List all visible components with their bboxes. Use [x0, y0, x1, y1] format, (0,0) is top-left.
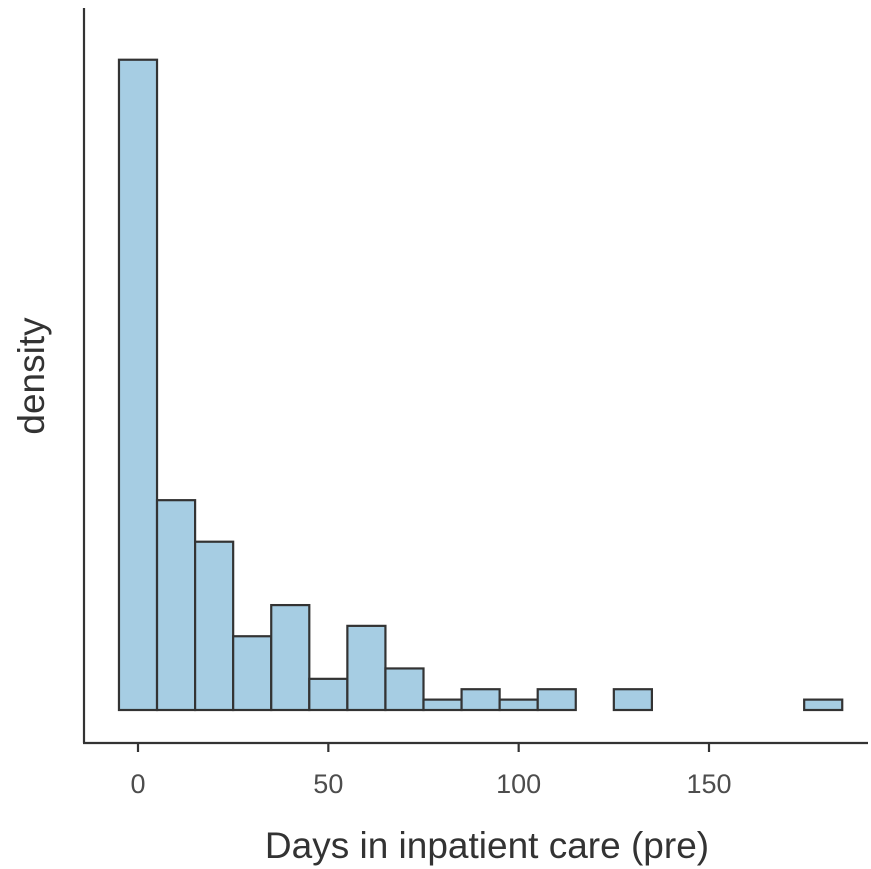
histogram-bar [422, 698, 463, 712]
x-tick-label: 150 [686, 769, 731, 799]
y-axis-title: density [11, 317, 52, 435]
histogram-bar [498, 698, 539, 712]
histogram-bar [308, 677, 349, 712]
histogram-bar [612, 688, 653, 712]
histogram-bar [270, 603, 311, 712]
histogram-bar [803, 698, 844, 712]
histogram-bar [194, 540, 235, 712]
x-tick-label: 100 [496, 769, 541, 799]
x-tick-label: 0 [130, 769, 145, 799]
histogram-bar [384, 667, 425, 712]
histogram-bar [232, 635, 273, 712]
x-axis-ticks: 0 50 100 150 [130, 743, 732, 799]
histogram-bar [346, 624, 387, 712]
histogram-bar [117, 58, 159, 712]
histogram-bar [536, 688, 577, 712]
histogram-bars [117, 58, 844, 712]
x-axis-title: Days in inpatient care (pre) [265, 825, 709, 866]
histogram-bar [460, 688, 501, 712]
x-tick-label: 50 [313, 769, 343, 799]
histogram-bar [155, 499, 197, 712]
